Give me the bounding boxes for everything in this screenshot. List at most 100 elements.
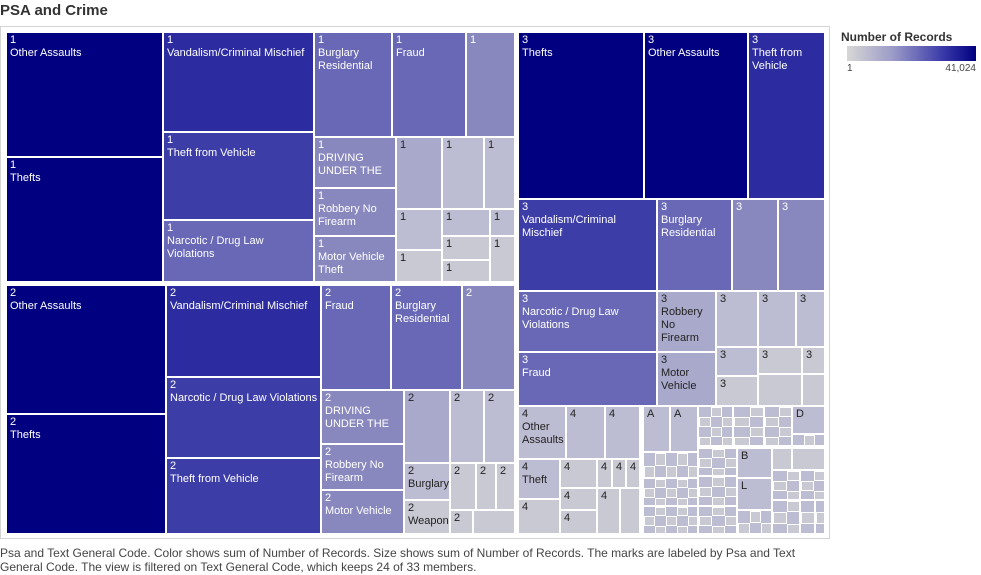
treemap-cell[interactable] bbox=[733, 406, 764, 446]
treemap-cell[interactable]: 1 Motor Vehicle Theft bbox=[314, 236, 396, 282]
treemap-cell[interactable] bbox=[698, 506, 737, 534]
treemap-cell[interactable] bbox=[772, 470, 800, 500]
treemap-cell[interactable]: 3 bbox=[796, 291, 825, 347]
treemap-cell[interactable]: 1 bbox=[442, 236, 490, 260]
treemap-cell[interactable]: 3 Robbery No Firearm bbox=[657, 291, 716, 352]
treemap-cell[interactable]: 1 Other Assaults bbox=[6, 32, 163, 157]
treemap-cell[interactable]: 3 Fraud bbox=[518, 352, 657, 406]
treemap-cell[interactable] bbox=[643, 478, 698, 506]
treemap-cell[interactable]: 2 Robbery No Firearm bbox=[321, 444, 404, 490]
treemap-cell[interactable]: 2 Burglary bbox=[404, 463, 450, 500]
treemap-cell[interactable]: 3 bbox=[802, 347, 825, 374]
treemap-cell[interactable]: 3 Narcotic / Drug Law Violations bbox=[518, 291, 657, 352]
treemap-cell[interactable] bbox=[800, 470, 825, 500]
treemap-cell[interactable]: 2 Vandalism/Criminal Mischief bbox=[166, 285, 321, 377]
treemap-cell[interactable]: 3 bbox=[716, 291, 758, 347]
treemap-cell[interactable]: 1 Thefts bbox=[6, 157, 163, 282]
treemap-cell[interactable]: 2 bbox=[450, 463, 476, 510]
treemap-cell[interactable]: 1 DRIVING UNDER THE bbox=[314, 137, 396, 188]
treemap-cell-label: 3 Vandalism/Criminal Mischief bbox=[522, 201, 616, 239]
treemap-cell[interactable]: 4 bbox=[612, 459, 626, 488]
treemap-cell[interactable]: 1 bbox=[490, 209, 515, 236]
treemap-cell[interactable]: 3 Vandalism/Criminal Mischief bbox=[518, 199, 657, 291]
treemap-cell[interactable]: 4 bbox=[566, 406, 605, 459]
treemap-cell[interactable]: 2 bbox=[450, 510, 473, 534]
treemap-cell[interactable] bbox=[698, 406, 733, 446]
treemap-cell[interactable]: 4 bbox=[560, 459, 597, 488]
treemap-cell[interactable]: 1 Burglary Residential bbox=[314, 32, 392, 137]
treemap-cell[interactable]: 1 bbox=[442, 209, 490, 236]
treemap-cell[interactable]: 4 bbox=[597, 488, 620, 534]
treemap-cell[interactable]: 2 Fraud bbox=[321, 285, 391, 390]
treemap-cell[interactable] bbox=[772, 448, 792, 470]
treemap-cell[interactable]: 1 bbox=[484, 137, 515, 209]
treemap-cell[interactable]: 4 bbox=[560, 488, 597, 510]
treemap-cell[interactable] bbox=[792, 434, 825, 446]
treemap-cell[interactable]: 1 Theft from Vehicle bbox=[163, 132, 314, 220]
treemap-cell[interactable]: L bbox=[737, 478, 772, 510]
treemap-cell[interactable]: B bbox=[737, 448, 772, 478]
treemap-cell[interactable] bbox=[772, 500, 800, 534]
treemap-cell[interactable]: 4 bbox=[605, 406, 640, 459]
treemap-cell[interactable]: 2 bbox=[496, 463, 515, 510]
treemap-cell[interactable]: 4 bbox=[518, 499, 560, 534]
treemap-cell[interactable]: 1 Vandalism/Criminal Mischief bbox=[163, 32, 314, 132]
treemap-cell[interactable]: 4 Other Assaults bbox=[518, 406, 566, 459]
treemap-cell[interactable]: 2 Narcotic / Drug Law Violations bbox=[166, 377, 321, 458]
treemap-cell[interactable]: 2 bbox=[476, 463, 496, 510]
treemap-cell[interactable]: 2 bbox=[462, 285, 515, 390]
treemap-subcell bbox=[644, 516, 655, 526]
treemap-cell[interactable]: 2 Weapon bbox=[404, 500, 450, 534]
treemap-cell[interactable] bbox=[473, 510, 515, 534]
treemap-cell[interactable]: 3 bbox=[716, 376, 758, 406]
treemap-cell[interactable]: 4 Theft bbox=[518, 459, 560, 499]
treemap-cell[interactable]: 1 bbox=[396, 250, 442, 282]
treemap-cell[interactable]: 3 Motor Vehicle bbox=[657, 352, 716, 406]
treemap-cell[interactable]: A bbox=[670, 406, 698, 452]
treemap-cell[interactable]: 2 Other Assaults bbox=[6, 285, 166, 414]
treemap-cell[interactable]: 1 bbox=[442, 137, 484, 209]
treemap-cell[interactable] bbox=[792, 448, 825, 470]
treemap-cell[interactable]: 1 bbox=[396, 209, 442, 250]
treemap-cell[interactable]: 1 bbox=[396, 137, 442, 209]
treemap-cell[interactable]: 3 bbox=[758, 291, 796, 347]
treemap-cell[interactable]: 1 bbox=[490, 236, 515, 282]
treemap-cell[interactable]: 4 bbox=[626, 459, 640, 488]
treemap-cell[interactable]: 3 bbox=[758, 347, 802, 374]
treemap-cell[interactable]: 3 Other Assaults bbox=[644, 32, 748, 199]
treemap-cell[interactable]: 2 DRIVING UNDER THE bbox=[321, 390, 404, 444]
treemap-cell[interactable]: 2 bbox=[484, 390, 515, 463]
treemap-cell[interactable] bbox=[764, 406, 792, 446]
treemap-cell[interactable] bbox=[698, 448, 737, 476]
treemap-cell[interactable]: 1 bbox=[442, 260, 490, 282]
treemap-cell[interactable] bbox=[802, 374, 825, 406]
treemap-cell[interactable]: 2 Burglary Residential bbox=[391, 285, 462, 390]
treemap-cell[interactable]: 2 Theft from Vehicle bbox=[166, 458, 321, 534]
treemap-cell[interactable] bbox=[758, 374, 802, 406]
treemap-cell[interactable] bbox=[643, 506, 698, 534]
treemap-cell[interactable] bbox=[737, 510, 772, 534]
treemap-cell[interactable] bbox=[620, 488, 640, 534]
treemap-cell[interactable]: 3 bbox=[716, 347, 758, 376]
treemap-cell[interactable] bbox=[643, 452, 698, 478]
treemap-cell[interactable] bbox=[815, 500, 825, 534]
treemap-cell[interactable]: 3 Theft from Vehicle bbox=[748, 32, 825, 199]
treemap-cell[interactable]: 1 Narcotic / Drug Law Violations bbox=[163, 220, 314, 282]
treemap-cell[interactable]: A bbox=[643, 406, 670, 452]
treemap-cell[interactable]: 2 Motor Vehicle bbox=[321, 490, 404, 534]
treemap-cell[interactable]: 1 bbox=[466, 32, 515, 137]
treemap-cell[interactable]: 3 Thefts bbox=[518, 32, 644, 199]
treemap-cell[interactable]: 4 bbox=[560, 510, 597, 534]
treemap-cell[interactable]: 3 bbox=[778, 199, 825, 291]
treemap-cell[interactable]: 2 bbox=[450, 390, 484, 463]
treemap-cell[interactable] bbox=[698, 476, 737, 506]
treemap-cell[interactable] bbox=[800, 500, 815, 534]
treemap-cell[interactable]: 3 bbox=[732, 199, 778, 291]
treemap-cell[interactable]: 1 Robbery No Firearm bbox=[314, 188, 396, 236]
treemap-cell[interactable]: 4 bbox=[597, 459, 612, 488]
treemap-cell[interactable]: 2 bbox=[404, 390, 450, 463]
treemap-cell[interactable]: 3 Burglary Residential bbox=[657, 199, 732, 291]
treemap-cell[interactable]: D bbox=[792, 406, 825, 434]
treemap-cell[interactable]: 2 Thefts bbox=[6, 414, 166, 534]
treemap-cell[interactable]: 1 Fraud bbox=[392, 32, 466, 137]
